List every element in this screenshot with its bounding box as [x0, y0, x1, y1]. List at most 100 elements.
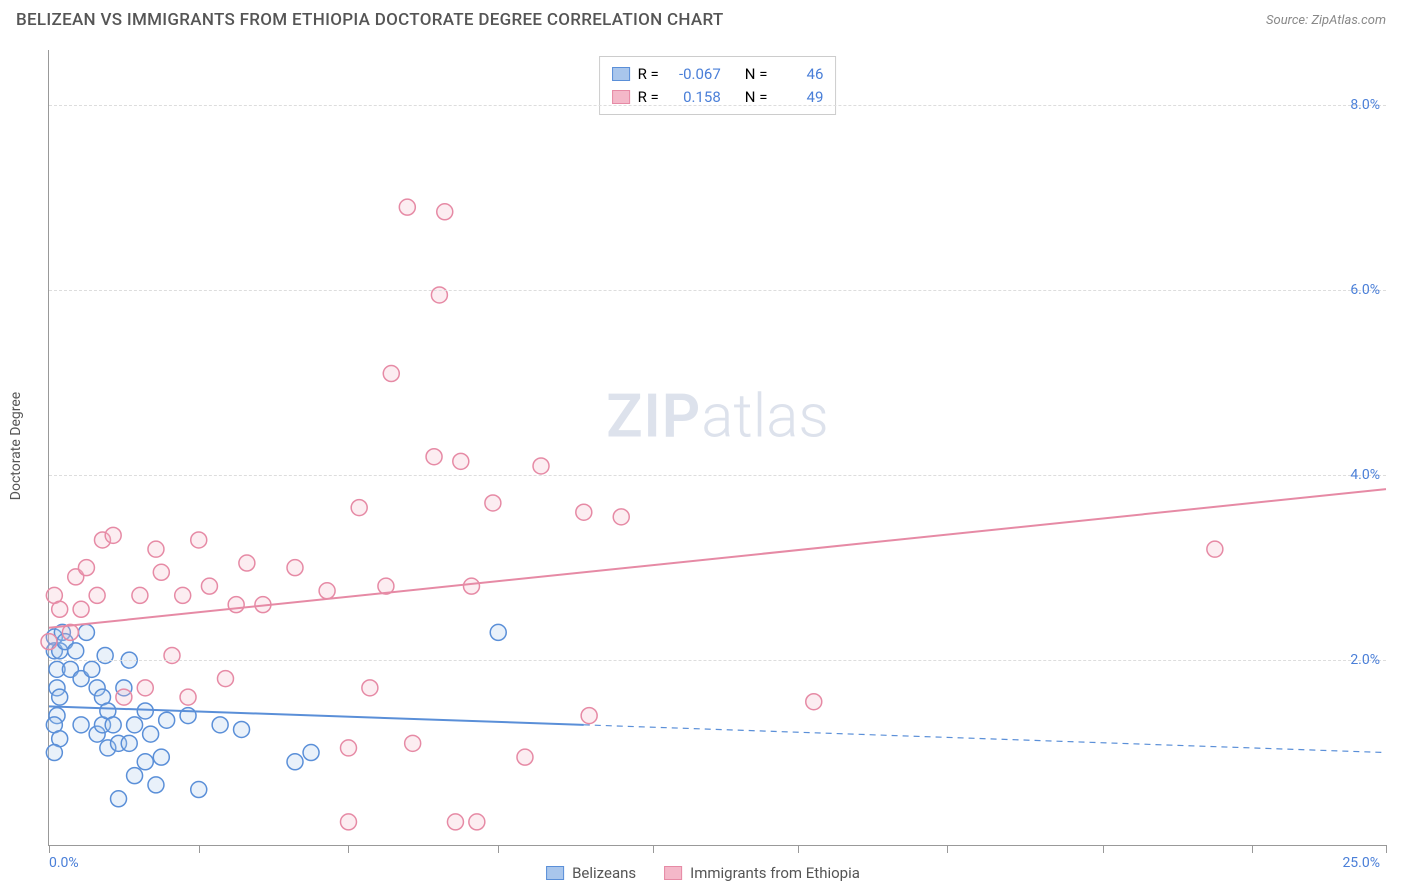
- data-point: [806, 694, 822, 710]
- data-point: [143, 726, 159, 742]
- data-point: [127, 768, 143, 784]
- data-point: [303, 745, 319, 761]
- x-tick: [947, 845, 948, 853]
- y-tick-label: 4.0%: [1350, 467, 1380, 483]
- data-point: [191, 782, 207, 798]
- data-point: [228, 597, 244, 613]
- x-tick: [1252, 845, 1253, 853]
- data-point: [84, 661, 100, 677]
- data-point: [613, 509, 629, 525]
- trend-line-extrapolated: [584, 725, 1386, 753]
- data-point: [362, 680, 378, 696]
- data-point: [1207, 541, 1223, 557]
- data-point: [175, 587, 191, 603]
- data-point: [212, 717, 228, 733]
- data-point: [105, 717, 121, 733]
- legend-item: Immigrants from Ethiopia: [664, 864, 860, 882]
- data-point: [485, 495, 501, 511]
- data-point: [52, 601, 68, 617]
- data-point: [437, 204, 453, 220]
- legend-label: Belizeans: [572, 864, 636, 882]
- gridline: [49, 660, 1386, 661]
- x-tick: [653, 845, 654, 853]
- data-point: [73, 717, 89, 733]
- data-point: [46, 745, 62, 761]
- data-point: [351, 500, 367, 516]
- legend-swatch: [664, 866, 682, 880]
- legend-label: Immigrants from Ethiopia: [690, 864, 860, 882]
- data-point: [180, 689, 196, 705]
- data-point: [517, 749, 533, 765]
- data-point: [111, 791, 127, 807]
- gridline: [49, 475, 1386, 476]
- data-point: [383, 366, 399, 382]
- data-point: [78, 624, 94, 640]
- n-value: 46: [775, 63, 823, 86]
- data-point: [340, 740, 356, 756]
- scatter-svg: [49, 50, 1386, 845]
- data-point: [153, 564, 169, 580]
- data-point: [340, 814, 356, 830]
- data-point: [399, 199, 415, 215]
- data-point: [453, 453, 469, 469]
- data-point: [576, 504, 592, 520]
- data-point: [89, 587, 105, 603]
- x-tick: [348, 845, 349, 853]
- stats-legend-row: R =-0.067N =46: [612, 63, 824, 86]
- data-point: [469, 814, 485, 830]
- data-point: [287, 754, 303, 770]
- data-point: [121, 735, 137, 751]
- chart-title: BELIZEAN VS IMMIGRANTS FROM ETHIOPIA DOC…: [16, 10, 724, 30]
- data-point: [116, 689, 132, 705]
- x-tick: [1386, 845, 1387, 853]
- x-axis-min-label: 0.0%: [49, 855, 79, 871]
- data-point: [239, 555, 255, 571]
- y-axis-label: Doctorate Degree: [8, 392, 24, 500]
- chart-header: BELIZEAN VS IMMIGRANTS FROM ETHIOPIA DOC…: [0, 0, 1406, 30]
- data-point: [132, 587, 148, 603]
- y-tick-label: 8.0%: [1350, 97, 1380, 113]
- data-point: [68, 643, 84, 659]
- data-point: [137, 680, 153, 696]
- x-tick: [49, 845, 50, 853]
- data-point: [127, 717, 143, 733]
- data-point: [463, 578, 479, 594]
- data-point: [191, 532, 207, 548]
- legend-swatch: [612, 90, 630, 104]
- x-tick: [199, 845, 200, 853]
- legend-item: Belizeans: [546, 864, 636, 882]
- data-point: [201, 578, 217, 594]
- data-point: [153, 749, 169, 765]
- data-point: [490, 624, 506, 640]
- data-point: [287, 560, 303, 576]
- data-point: [52, 689, 68, 705]
- series-legend: Belizeans Immigrants from Ethiopia: [546, 864, 860, 882]
- gridline: [49, 105, 1386, 106]
- x-tick: [498, 845, 499, 853]
- legend-swatch: [612, 67, 630, 81]
- data-point: [581, 708, 597, 724]
- data-point: [148, 541, 164, 557]
- data-point: [159, 712, 175, 728]
- data-point: [447, 814, 463, 830]
- source-attribution: Source: ZipAtlas.com: [1266, 13, 1386, 28]
- data-point: [319, 583, 335, 599]
- y-tick-label: 6.0%: [1350, 282, 1380, 298]
- data-point: [137, 754, 153, 770]
- data-point: [405, 735, 421, 751]
- data-point: [73, 601, 89, 617]
- x-tick: [1103, 845, 1104, 853]
- data-point: [426, 449, 442, 465]
- data-point: [533, 458, 549, 474]
- x-tick: [798, 845, 799, 853]
- data-point: [78, 560, 94, 576]
- data-point: [234, 721, 250, 737]
- data-point: [217, 671, 233, 687]
- data-point: [148, 777, 164, 793]
- data-point: [105, 527, 121, 543]
- data-point: [41, 634, 57, 650]
- data-point: [137, 703, 153, 719]
- legend-swatch: [546, 866, 564, 880]
- chart-plot-area: ZIPatlas 0.0% 25.0% R =-0.067N =46R =0.1…: [48, 50, 1386, 846]
- y-tick-label: 2.0%: [1350, 652, 1380, 668]
